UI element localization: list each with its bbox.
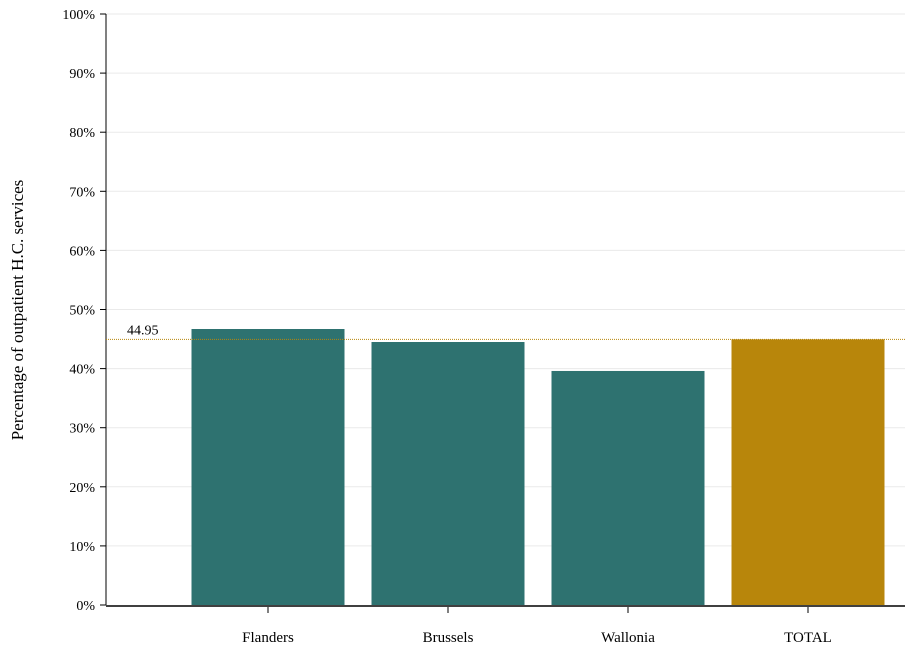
- y-tick-label: 10%: [69, 540, 95, 555]
- reference-line-group: 44.95: [127, 323, 159, 338]
- bar-flanders: [191, 329, 345, 605]
- x-tick-label: TOTAL: [784, 630, 832, 646]
- y-tick-label: 0%: [76, 599, 95, 614]
- y-tick-labels: 0% 10% 20% 30% 40% 50% 60% 70% 80% 90% 100%: [62, 8, 95, 614]
- bar-wallonia: [551, 370, 705, 605]
- bars: [191, 329, 885, 605]
- reference-line-label: 44.95: [127, 323, 159, 338]
- y-axis-title: Percentage of outpatient H.C. services: [8, 180, 27, 441]
- y-tick-label: 30%: [69, 422, 95, 437]
- bar-brussels: [371, 342, 525, 605]
- axes: [100, 13, 905, 613]
- y-tick-label: 50%: [69, 304, 95, 319]
- x-tick-label: Flanders: [242, 630, 294, 646]
- x-tick-label: Wallonia: [601, 630, 655, 646]
- y-tick-label: 70%: [69, 185, 95, 200]
- y-tick-label: 40%: [69, 363, 95, 378]
- bar-total: [731, 339, 885, 605]
- y-tick-label: 20%: [69, 481, 95, 496]
- y-tick-label: 90%: [69, 67, 95, 82]
- y-tick-label: 100%: [62, 8, 95, 23]
- x-tick-labels: Flanders Brussels Wallonia TOTAL: [242, 630, 832, 646]
- y-tick-label: 80%: [69, 126, 95, 141]
- y-tick-label: 60%: [69, 244, 95, 259]
- x-tick-label: Brussels: [423, 630, 474, 646]
